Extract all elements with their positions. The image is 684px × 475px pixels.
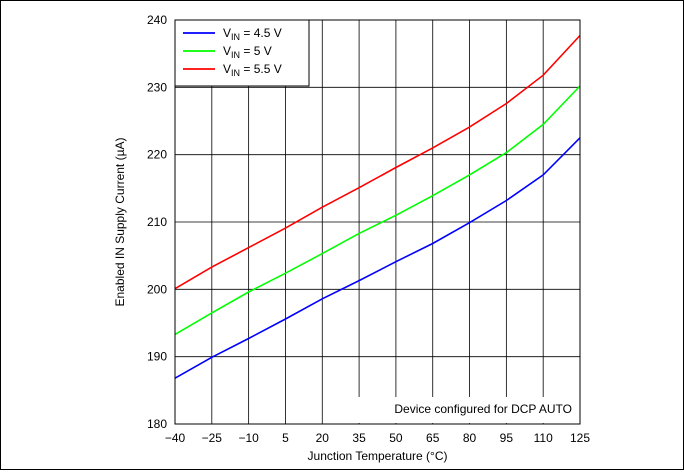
x-tick-label: −40 [165,431,186,445]
legend-label-main: V [223,26,231,40]
plot-area-border [174,19,581,425]
legend-label-suffix: = 4.5 V [240,26,282,40]
x-tick-label: 5 [282,431,289,445]
x-tick-label: 80 [463,431,477,445]
y-tick-label: 230 [147,80,167,94]
x-tick-label: 50 [389,431,403,445]
legend-label: VIN = 5 V [223,44,272,60]
x-tick-label: 20 [316,431,330,445]
legend-box [174,19,310,87]
x-tick-label: −25 [202,431,223,445]
x-axis-ticks: −40 −25 −10 5 20 35 50 65 80 95 110 125 [165,431,591,445]
legend-label-suffix: = 5 V [240,44,272,58]
series-line-2 [174,85,581,336]
annotation-text: Device configured for DCP AUTO [394,402,572,416]
legend-label-main: V [223,44,231,58]
legend-label-suffix: = 5.5 V [240,62,282,76]
x-axis-label: Junction Temperature (°C) [308,449,448,463]
y-axis-ticks: 180 190 200 210 220 230 240 [147,13,167,431]
legend-label: VIN = 4.5 V [223,26,282,42]
legend-label-subscript: IN [231,50,240,60]
y-tick-label: 210 [147,215,167,229]
y-tick-label: 180 [147,417,167,431]
x-tick-label: 110 [534,431,553,445]
x-tick-label: 65 [426,431,440,445]
x-tick-label: 95 [500,431,514,445]
x-tick-label: −10 [238,431,259,445]
series-lines [174,34,581,379]
grid-lines [175,20,580,424]
x-tick-label: 35 [352,431,366,445]
legend-label-main: V [223,62,231,76]
legend-label-subscript: IN [231,32,240,42]
legend-label: VIN = 5.5 V [223,62,282,78]
y-tick-label: 190 [147,350,167,364]
y-tick-label: 200 [147,282,167,296]
series-line-3 [174,34,581,290]
y-tick-label: 240 [147,13,167,27]
y-tick-label: 220 [147,148,167,162]
series-line-1 [174,137,581,379]
legend-label-subscript: IN [231,68,240,78]
y-axis-label: Enabled IN Supply Current (µA) [113,138,127,307]
annotation-box: Device configured for DCP AUTO [345,397,579,423]
x-tick-label: 125 [570,431,590,445]
